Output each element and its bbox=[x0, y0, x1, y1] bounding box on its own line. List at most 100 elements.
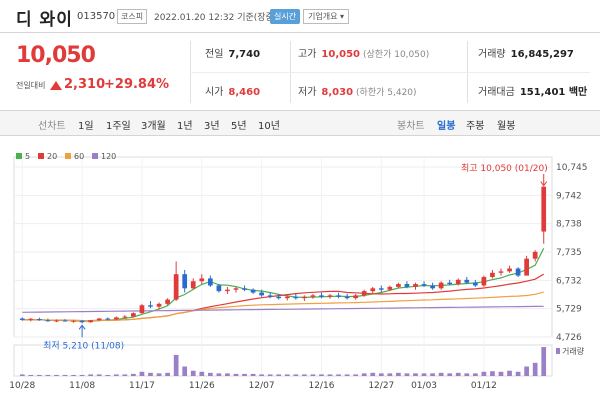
volume-bar bbox=[45, 374, 51, 376]
volume-bar bbox=[37, 374, 42, 376]
volume-bar bbox=[122, 374, 128, 376]
candle-body bbox=[71, 320, 76, 322]
volume-bar bbox=[242, 373, 247, 376]
moving-average-line bbox=[22, 291, 544, 322]
candle-body bbox=[541, 186, 547, 232]
price-summary: 10,050 전일대비 2,310 +29.84% 전일 7,740 시가 8,46… bbox=[0, 33, 600, 111]
low-stat: 저가 8,030 (하한가 5,420) bbox=[298, 87, 417, 98]
volume-bar bbox=[71, 374, 76, 376]
market-badge: 코스피 bbox=[117, 9, 148, 24]
candle-body bbox=[276, 296, 282, 299]
volume-bar bbox=[284, 374, 290, 376]
candle-body bbox=[37, 319, 42, 321]
x-tick-label: 12/27 bbox=[368, 381, 394, 391]
candle-body bbox=[455, 279, 461, 285]
high-annotation: 최고 10,050 (01/20) bbox=[461, 163, 548, 174]
x-tick-label: 11/26 bbox=[189, 381, 215, 391]
volume-bar bbox=[378, 373, 384, 376]
volume-bar bbox=[344, 374, 350, 376]
volume-bar bbox=[310, 374, 316, 376]
candle-body bbox=[430, 285, 435, 289]
volume-bar bbox=[515, 371, 521, 376]
tab-10y[interactable]: 10년 bbox=[258, 121, 280, 132]
legend-label: 5 bbox=[25, 152, 30, 161]
candle-body bbox=[113, 317, 119, 320]
tab-candle-chart[interactable]: 봉차트 bbox=[397, 121, 425, 132]
candle-body bbox=[464, 279, 470, 283]
volume-bar bbox=[173, 354, 179, 376]
tab-weekly[interactable]: 주봉 bbox=[466, 121, 485, 132]
candle-body bbox=[421, 284, 427, 286]
candle-body bbox=[54, 320, 59, 322]
volume-bar bbox=[190, 370, 196, 376]
candle-body bbox=[438, 282, 444, 289]
tab-5y[interactable]: 5년 bbox=[231, 121, 247, 132]
volume-bar bbox=[293, 374, 299, 376]
candle-body bbox=[190, 281, 196, 289]
candle-body bbox=[259, 292, 264, 296]
tab-3y[interactable]: 3년 bbox=[204, 121, 220, 132]
tab-1y[interactable]: 1년 bbox=[177, 121, 193, 132]
candle-body bbox=[19, 318, 25, 320]
candle-body bbox=[327, 295, 333, 297]
candle-body bbox=[216, 285, 222, 292]
chart-tabs: 선차트 1일 1주일 3개월 1년 3년 5년 10년 봉차트 일봉 주봉 월봉 bbox=[0, 111, 600, 136]
moving-average-line bbox=[22, 248, 545, 322]
legend-label: 120 bbox=[101, 152, 116, 161]
tab-1d[interactable]: 1일 bbox=[78, 121, 94, 132]
volume-bar bbox=[250, 373, 256, 376]
candle-body bbox=[293, 296, 299, 299]
price-plot-frame bbox=[13, 156, 553, 338]
open-stat: 시가 8,460 bbox=[205, 87, 261, 98]
volume-bar bbox=[472, 373, 478, 376]
x-tick-label: 01/12 bbox=[471, 381, 497, 391]
x-tick-label: 11/08 bbox=[69, 381, 95, 391]
candle-body bbox=[319, 295, 324, 297]
legend-swatch bbox=[92, 153, 98, 159]
volume-label: 거래량 bbox=[562, 346, 585, 356]
candle-body bbox=[524, 258, 529, 276]
volume-bar bbox=[79, 374, 85, 376]
tab-daily[interactable]: 일봉 bbox=[437, 121, 456, 132]
candle-body bbox=[165, 299, 170, 304]
volume-bar bbox=[353, 374, 359, 376]
company-info-select[interactable]: 기업개요 ▾ bbox=[303, 9, 349, 24]
volume-bar bbox=[267, 374, 273, 376]
x-tick-label: 12/07 bbox=[249, 381, 275, 391]
realtime-button[interactable]: 실시간 bbox=[270, 9, 301, 24]
candle-body bbox=[378, 288, 384, 290]
volume-bar bbox=[96, 374, 102, 376]
volume-bar bbox=[54, 374, 59, 376]
price-change: 2,310 bbox=[64, 77, 106, 92]
candle-body bbox=[242, 288, 247, 290]
y-tick-label: 9,742 bbox=[556, 191, 582, 201]
tab-monthly[interactable]: 월봉 bbox=[497, 121, 516, 132]
volume-bar bbox=[490, 371, 495, 376]
volume-stat: 거래량 16,845,297 bbox=[478, 49, 574, 60]
volume-bar bbox=[336, 374, 341, 376]
tab-1w[interactable]: 1주일 bbox=[106, 121, 131, 132]
candle-body bbox=[62, 320, 68, 322]
candle-body bbox=[370, 288, 376, 292]
change-label: 전일대비 bbox=[16, 81, 46, 90]
volume-bar bbox=[88, 374, 94, 376]
candle-body bbox=[490, 272, 495, 278]
volume-bar bbox=[216, 373, 222, 376]
candle-body bbox=[284, 296, 290, 299]
volume-bar bbox=[447, 373, 453, 376]
up-arrow-icon bbox=[50, 81, 62, 90]
candle-body bbox=[413, 284, 418, 287]
volume-bar bbox=[165, 372, 170, 376]
tab-line-chart[interactable]: 선차트 bbox=[38, 121, 66, 132]
volume-bar bbox=[507, 370, 512, 376]
volume-bar bbox=[225, 373, 230, 376]
volume-bar bbox=[361, 373, 367, 376]
volume-bar bbox=[276, 374, 282, 376]
candle-body bbox=[353, 295, 359, 299]
candle-body bbox=[447, 282, 453, 285]
candle-body bbox=[515, 268, 521, 276]
divider bbox=[190, 72, 590, 73]
tab-3m[interactable]: 3개월 bbox=[141, 121, 166, 132]
volume-bar bbox=[421, 373, 427, 376]
volume-bar bbox=[438, 372, 444, 376]
